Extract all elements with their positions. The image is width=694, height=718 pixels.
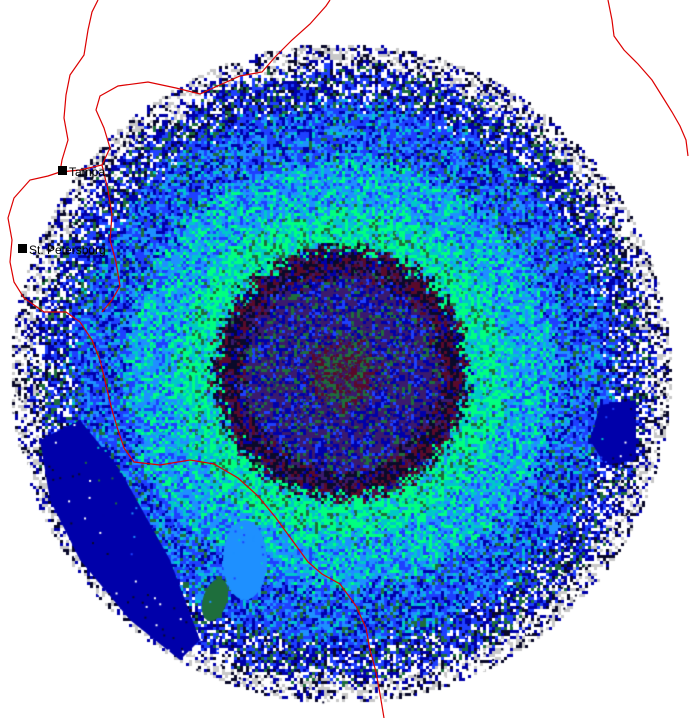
coastline-border — [7, 0, 385, 718]
city-label-tampa: Tampa — [69, 165, 105, 179]
tampa-marker-icon — [58, 166, 67, 175]
county-border — [59, 0, 331, 173]
st-petersburg-marker-icon — [18, 244, 27, 253]
city-label-st-petersburg: St. Petersburg — [29, 243, 106, 257]
county-border-south — [101, 164, 121, 313]
county-border-east — [607, 0, 689, 157]
